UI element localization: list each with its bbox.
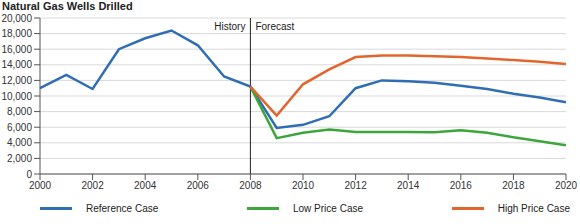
- svg-text:History: History: [214, 21, 245, 32]
- svg-text:0: 0: [26, 169, 32, 180]
- svg-text:16,000: 16,000: [8, 44, 32, 55]
- svg-text:12,000: 12,000: [8, 75, 32, 86]
- svg-text:2006: 2006: [187, 180, 210, 191]
- svg-text:8,000: 8,000: [8, 106, 32, 117]
- svg-text:20,000: 20,000: [8, 13, 32, 24]
- svg-text:Forecast: Forecast: [255, 21, 294, 32]
- svg-text:18,000: 18,000: [8, 28, 32, 39]
- svg-text:2010: 2010: [292, 180, 315, 191]
- svg-text:2002: 2002: [81, 180, 104, 191]
- svg-text:6,000: 6,000: [8, 122, 32, 133]
- svg-text:10,000: 10,000: [8, 91, 32, 102]
- html-text:Natural Gas Wells Drilled: Natural Gas Wells Drilled: [2, 0, 133, 12]
- svg-text:2000: 2000: [29, 180, 52, 191]
- html-text:Low Price Case: Low Price Case: [293, 203, 363, 214]
- svg-text:2,000: 2,000: [8, 153, 32, 164]
- svg-text:2014: 2014: [397, 180, 420, 191]
- svg-text:2020: 2020: [555, 180, 572, 191]
- svg-text:2016: 2016: [450, 180, 473, 191]
- svg-text:2008: 2008: [239, 180, 262, 191]
- svg-text:4,000: 4,000: [8, 137, 32, 148]
- svg-text:2018: 2018: [502, 180, 525, 191]
- html-text:High Price Case: High Price Case: [497, 203, 570, 214]
- svg-text:14,000: 14,000: [8, 59, 32, 70]
- html-text:Reference Case: Reference Case: [86, 203, 159, 214]
- svg-text:2004: 2004: [134, 180, 157, 191]
- svg-text:2012: 2012: [344, 180, 367, 191]
